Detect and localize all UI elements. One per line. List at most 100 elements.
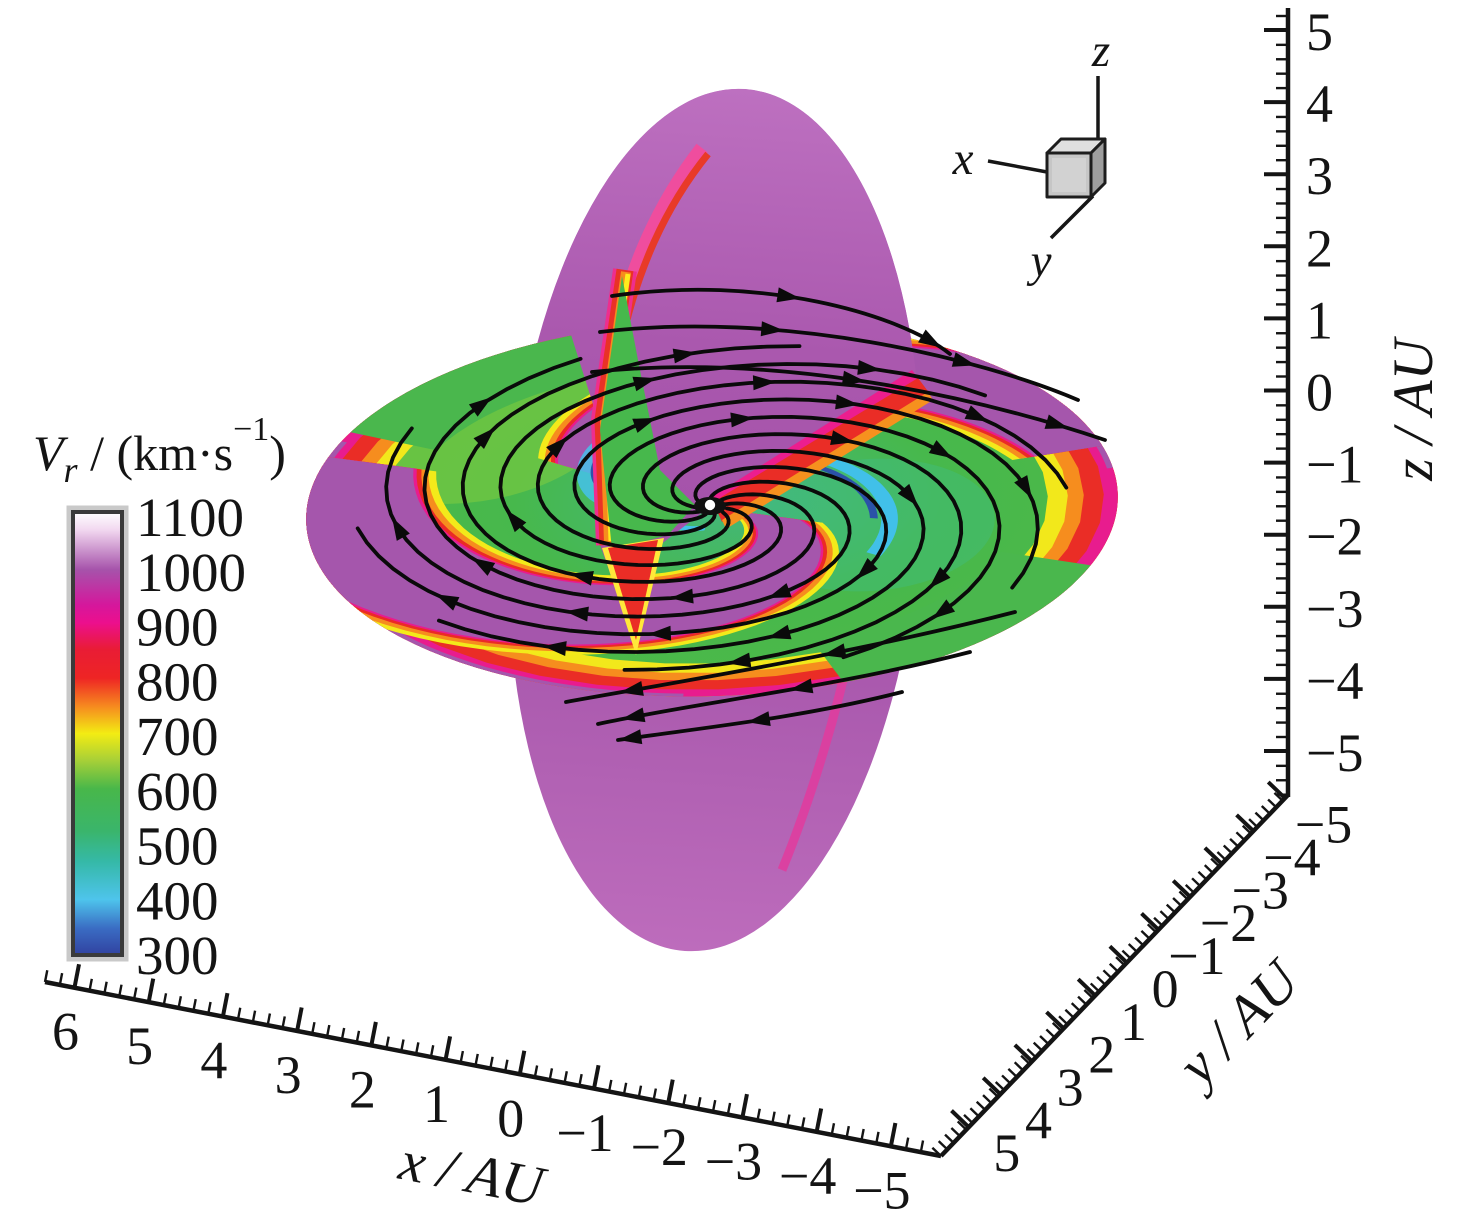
x-axis-minor-tick [43, 970, 49, 983]
x-axis-minor-tick [503, 1059, 509, 1072]
equatorial-streamline [422, 356, 817, 602]
colorbar-tick-label: 1100 [136, 487, 244, 548]
y-axis-minor-tick [1077, 995, 1088, 1006]
x-axis-minor-tick [860, 1128, 865, 1141]
y-axis-major-tick [1203, 846, 1224, 866]
x-axis-minor-tick [771, 1111, 776, 1124]
y-axis-major-tick [1076, 977, 1097, 998]
cube-icon [1045, 137, 1107, 199]
streamline-arrowhead [727, 652, 752, 668]
z-axis-tick-label: −5 [1306, 723, 1363, 783]
y-axis-tick-label: 4 [1025, 1090, 1052, 1150]
x-axis-minor-tick [622, 1082, 628, 1095]
x-axis-minor-tick [118, 984, 123, 997]
y-axis-minor-tick [1115, 956, 1126, 967]
y-axis-minor-tick [956, 1120, 968, 1131]
equatorial-streamline [437, 448, 926, 654]
z-axis-tick-label: −2 [1306, 507, 1363, 567]
x-axis-minor-tick [607, 1079, 613, 1092]
y-axis-minor-tick [1260, 805, 1272, 816]
x-axis-tick-label: −1 [556, 1103, 613, 1163]
x-axis-tick-label: −2 [630, 1117, 687, 1177]
x-axis-minor-tick [830, 1122, 836, 1136]
y-axis-tick-label: −1 [1168, 926, 1225, 986]
y-axis-minor-tick [1064, 1008, 1075, 1019]
y-axis-major-tick [981, 1076, 1002, 1096]
y-axis-minor-tick [1140, 930, 1151, 941]
y-axis-minor-tick [969, 1107, 980, 1118]
cyan-arc-right [741, 445, 898, 557]
x-axis-major-tick [72, 963, 81, 989]
x-axis-major-tick [666, 1079, 675, 1104]
y-axis-minor-tick [1051, 1022, 1063, 1033]
x-axis-tick-label: 3 [275, 1045, 302, 1105]
x-axis-tick-label: −4 [779, 1146, 836, 1206]
z-axis-title: z / AU [1382, 335, 1445, 481]
x-axis-minor-tick [88, 978, 93, 991]
x-axis-minor-tick [785, 1114, 791, 1127]
streamline-arrowhead [543, 641, 567, 656]
y-axis-minor-tick [937, 1140, 949, 1151]
equatorial-streamline [460, 344, 802, 584]
streamline-arrowhead [670, 588, 694, 604]
x-axis-minor-tick [207, 1001, 212, 1014]
x-axis-minor-tick [489, 1056, 494, 1069]
x-axis-tick-label: −3 [705, 1132, 762, 1192]
y-axis-minor-tick [1001, 1074, 1012, 1085]
x-axis-major-tick [517, 1050, 527, 1075]
x-axis-minor-tick [563, 1071, 568, 1084]
y-axis-tick-label: 2 [1088, 1025, 1115, 1085]
y-axis-minor-tick [1216, 851, 1227, 862]
y-axis-major-tick [1235, 813, 1256, 833]
x-axis-minor-tick [236, 1007, 242, 1020]
y-axis-minor-tick [950, 1127, 961, 1138]
x-axis-minor-tick [711, 1099, 717, 1113]
x-axis-minor-tick [533, 1065, 539, 1078]
y-axis-minor-tick [1013, 1061, 1025, 1072]
streamline-arrowhead [964, 405, 989, 422]
y-axis-major-tick [1171, 879, 1192, 899]
streamline-arrowhead [746, 711, 771, 727]
colorbar-tick-label: 700 [136, 706, 219, 767]
x-axis: 6 5 4 3 2 1 0 −1 −2 −3 −4 −5 x / AU [43, 963, 942, 1220]
x-axis-minor-tick [162, 993, 168, 1006]
y-axis-minor-tick [1032, 1041, 1044, 1052]
y-axis-major-tick [1108, 944, 1129, 965]
y-axis-minor-tick [1184, 884, 1196, 895]
x-axis-major-tick [369, 1021, 378, 1046]
y-axis-minor-tick [1172, 897, 1183, 908]
x-axis-minor-tick [904, 1137, 910, 1150]
x-axis-minor-tick [177, 995, 183, 1009]
y-axis-tick-label: −4 [1263, 827, 1320, 887]
y-axis-minor-tick [944, 1133, 955, 1144]
y-axis-tick-label: 0 [1152, 959, 1179, 1019]
streamline-arrowhead [897, 483, 919, 507]
streamline-arrowhead [856, 558, 878, 580]
x-axis-minor-tick [281, 1016, 286, 1029]
streamline-arrowhead [647, 625, 672, 641]
colorbar-tick-label: 800 [136, 651, 219, 712]
x-axis-tick-label: 2 [349, 1059, 376, 1119]
equatorial-streamline [498, 362, 987, 568]
streamline-arrowhead [776, 287, 801, 303]
streamline-arrowhead [392, 517, 410, 541]
y-axis-minor-tick [1089, 982, 1101, 993]
z-axis-tick-label: 4 [1306, 74, 1333, 134]
y-axis-tick-label: −5 [1295, 795, 1352, 855]
y-axis-minor-tick [1083, 989, 1094, 1000]
x-axis-major-tick [592, 1064, 601, 1090]
z-axis-tick-label: 2 [1306, 218, 1333, 278]
colorbar-gradient-bar [71, 510, 124, 957]
z-axis-tick-label: 1 [1306, 290, 1333, 350]
x-axis-title: x / AU [394, 1129, 553, 1219]
colorbar-tick-label: 400 [136, 870, 219, 931]
y-axis-minor-tick [982, 1094, 993, 1105]
y-axis-minor-tick [1007, 1068, 1018, 1079]
cube-y-line [1049, 194, 1095, 240]
y-axis-tick-label: 3 [1057, 1057, 1084, 1117]
y-axis-minor-tick [963, 1113, 974, 1125]
x-axis-major-tick [220, 992, 230, 1017]
x-axis-minor-tick [311, 1021, 316, 1035]
